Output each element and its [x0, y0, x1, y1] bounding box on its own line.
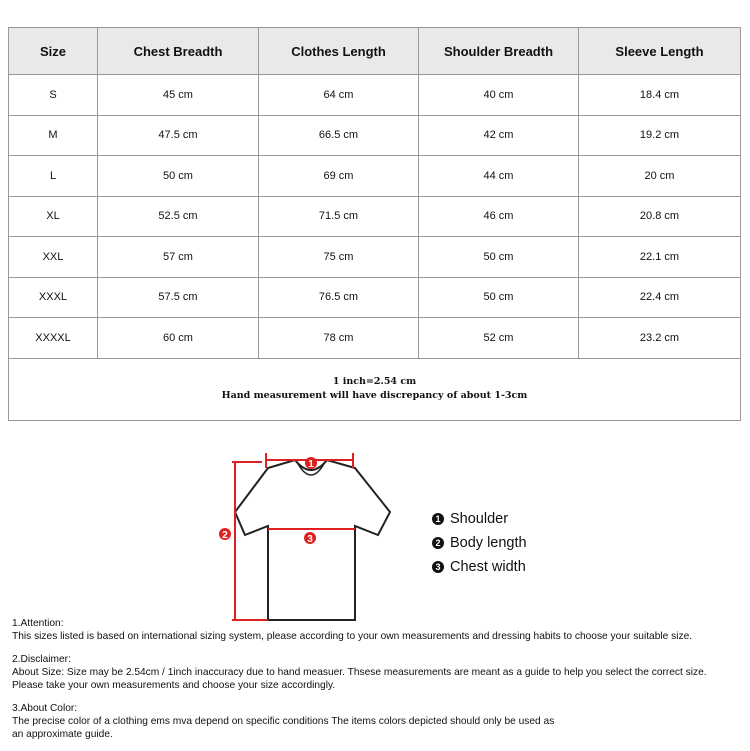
- table-cell: 47.5 cm: [97, 114, 259, 156]
- note-row: 1 inch=2.54 cm Hand measurement will hav…: [8, 357, 741, 421]
- table-cell: XL: [8, 195, 98, 237]
- table-cell: 19.2 cm: [578, 114, 741, 156]
- size-chart-table: Size Chest Breadth Clothes Length Should…: [8, 27, 741, 421]
- table-cell: M: [8, 114, 98, 156]
- table-row: S 45 cm 64 cm 40 cm 18.4 cm: [8, 74, 741, 116]
- table-cell: 66.5 cm: [258, 114, 419, 156]
- table-cell: 64 cm: [258, 74, 419, 116]
- tshirt-diagram: 1 2 3: [219, 453, 392, 621]
- discrepancy-note: Hand measurement will have discrepancy o…: [221, 390, 528, 401]
- table-cell: 75 cm: [258, 236, 419, 278]
- note-disclaimer: 2.Disclaimer: About Size: Size may be 2.5…: [12, 654, 707, 691]
- table-row: XXL 57 cm 75 cm 50 cm 22.1 cm: [8, 236, 741, 278]
- marker-1: 1: [305, 457, 317, 470]
- table-cell: 20.8 cm: [578, 195, 741, 237]
- table-cell: 18.4 cm: [578, 74, 741, 116]
- legend-item-body-length: 2 Body length: [432, 531, 527, 555]
- table-cell: 69 cm: [258, 155, 419, 197]
- header-shoulder: Shoulder Breadth: [418, 27, 579, 75]
- table-cell: S: [8, 74, 98, 116]
- diagram-legend: 1 Shoulder 2 Body length 3 Chest width: [432, 507, 527, 579]
- table-cell: 20 cm: [578, 155, 741, 197]
- table-row: M 47.5 cm 66.5 cm 42 cm 19.2 cm: [8, 114, 741, 156]
- table-cell: 57 cm: [97, 236, 259, 278]
- table-cell: 50 cm: [418, 236, 579, 278]
- table-cell: 60 cm: [97, 317, 259, 359]
- table-row: XXXXL 60 cm 78 cm 52 cm 23.2 cm: [8, 317, 741, 359]
- table-cell: 45 cm: [97, 74, 259, 116]
- table-cell: XXXXL: [8, 317, 98, 359]
- note-color: 3.About Color: The precise color of a clo…: [12, 703, 555, 740]
- table-cell: 42 cm: [418, 114, 579, 156]
- note-attention: 1.Attention: This sizes listed is based o…: [12, 618, 693, 642]
- table-cell: 22.4 cm: [578, 276, 741, 318]
- legend-item-chest-width: 3 Chest width: [432, 555, 527, 579]
- marker-2: 2: [219, 528, 231, 541]
- table-row: L 50 cm 69 cm 44 cm 20 cm: [8, 155, 741, 197]
- table-cell: 40 cm: [418, 74, 579, 116]
- table-cell: 50 cm: [97, 155, 259, 197]
- table-cell: 71.5 cm: [258, 195, 419, 237]
- svg-text:1: 1: [308, 459, 314, 470]
- table-row: XL 52.5 cm 71.5 cm 46 cm 20.8 cm: [8, 195, 741, 237]
- table-cell: 23.2 cm: [578, 317, 741, 359]
- marker-3: 3: [304, 532, 316, 545]
- table-row: XXXL 57.5 cm 76.5 cm 50 cm 22.4 cm: [8, 276, 741, 318]
- table-cell: XXL: [8, 236, 98, 278]
- inch-conversion: 1 inch=2.54 cm: [332, 376, 417, 387]
- header-size: Size: [8, 27, 98, 75]
- svg-text:3: 3: [307, 534, 313, 545]
- svg-text:2: 2: [222, 530, 228, 541]
- header-length: Clothes Length: [258, 27, 419, 75]
- table-cell: 50 cm: [418, 276, 579, 318]
- table-cell: 52.5 cm: [97, 195, 259, 237]
- table-cell: 46 cm: [418, 195, 579, 237]
- table-cell: L: [8, 155, 98, 197]
- table-cell: 44 cm: [418, 155, 579, 197]
- table-cell: 57.5 cm: [97, 276, 259, 318]
- notes-section: 1.Attention: This sizes listed is based o…: [12, 617, 747, 751]
- table-cell: 22.1 cm: [578, 236, 741, 278]
- header-sleeve: Sleeve Length: [578, 27, 741, 75]
- header-chest: Chest Breadth: [97, 27, 259, 75]
- table-header-row: Size Chest Breadth Clothes Length Should…: [8, 27, 741, 75]
- table-cell: 52 cm: [418, 317, 579, 359]
- legend-item-shoulder: 1 Shoulder: [432, 507, 527, 531]
- table-cell: XXXL: [8, 276, 98, 318]
- table-cell: 76.5 cm: [258, 276, 419, 318]
- table-cell: 78 cm: [258, 317, 419, 359]
